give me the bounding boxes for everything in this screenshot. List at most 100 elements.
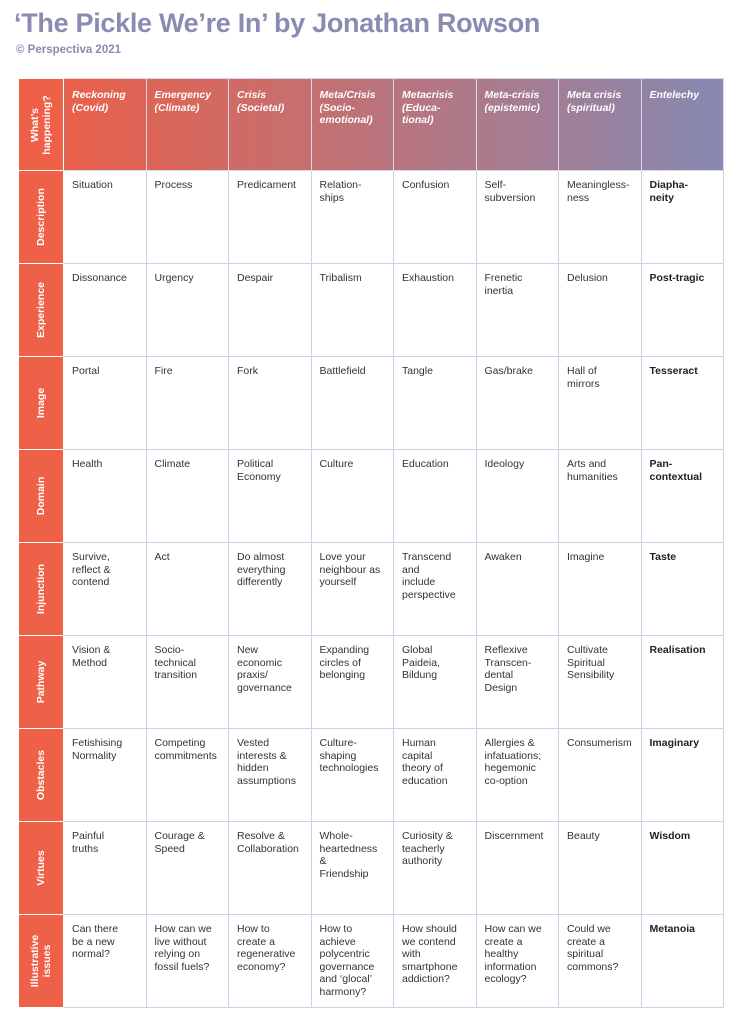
table-cell: How should we contend with smartphone ad… — [393, 914, 477, 1008]
table-cell: Could we create a spiritual commons? — [558, 914, 642, 1008]
table-cell: Love your neighbour as yourself — [310, 542, 394, 636]
table-cell: Fork — [228, 356, 312, 450]
table-cell: Can there be a new normal? — [63, 914, 147, 1008]
table-cell: How to achieve polycentric governance an… — [310, 914, 394, 1008]
table-cell: Tangle — [393, 356, 477, 450]
row-label: Injunction — [18, 542, 64, 636]
table-cell: Fetishising Normality — [63, 728, 147, 822]
table-row: Domain Health Climate Political Economy Cult… — [18, 449, 724, 543]
table-cell: New economic praxis/ governance — [228, 635, 312, 729]
table-cell: How can we live without relying on fossi… — [145, 914, 229, 1008]
row-label-text: Obstacles — [35, 749, 47, 801]
table-cell: Exhaustion — [393, 263, 477, 357]
column-header: Reckoning (Covid) — [63, 78, 147, 171]
table-cell: Imaginary — [640, 728, 724, 822]
table-cell: Act — [145, 542, 229, 636]
table-cell: Health — [63, 449, 147, 543]
table-cell: Wisdom — [640, 821, 724, 915]
table-cell: Human capital theory of education — [393, 728, 477, 822]
table-row: Pathway Vision & Method Socio- technical t… — [18, 635, 724, 729]
table-cell: Expanding circles of belonging — [310, 635, 394, 729]
table-cell: Process — [145, 170, 229, 264]
table-row: Description Situation Process Predicament Re… — [18, 170, 724, 264]
table-cell: Do almost everything differently — [228, 542, 312, 636]
table-cell: Discernment — [475, 821, 559, 915]
row-label-text: Experience — [35, 281, 47, 339]
table-cell: Tesseract — [640, 356, 724, 450]
table-row: Experience Dissonance Urgency Despair Tribal… — [18, 263, 724, 357]
row-label-text: Virtues — [35, 850, 47, 886]
table-row: Virtues Painful truths Courage & Speed Reso… — [18, 821, 724, 915]
table-cell: Hall of mirrors — [558, 356, 642, 450]
table-row: Injunction Survive, reflect & contend Act D… — [18, 542, 724, 636]
column-header: Entelechy — [640, 78, 724, 171]
table-cell: How to create a regenerative economy? — [228, 914, 312, 1008]
table-cell: Culture- shaping technologies — [310, 728, 394, 822]
table-cell: Culture — [310, 449, 394, 543]
table-cell: Competing commitments — [145, 728, 229, 822]
table-cell: Tribalism — [310, 263, 394, 357]
column-header: Meta-crisis (epistemic) — [475, 78, 559, 171]
corner-label-text: What’s happening? — [29, 94, 53, 155]
header-row: What’s happening? Reckoning (Covid) Emerg… — [18, 78, 724, 171]
table-cell: Fire — [145, 356, 229, 450]
table-cell: Metanoia — [640, 914, 724, 1008]
table-cell: Gas/brake — [475, 356, 559, 450]
table-cell: How can we create a healthy information … — [475, 914, 559, 1008]
table-cell: Meaningless- ness — [558, 170, 642, 264]
table-cell: Courage & Speed — [145, 821, 229, 915]
table-row: Obstacles Fetishising Normality Competing … — [18, 728, 724, 822]
table-cell: Awaken — [475, 542, 559, 636]
table-cell: Curiosity & teacherly authority — [393, 821, 477, 915]
table-cell: Painful truths — [63, 821, 147, 915]
row-label-text: Image — [35, 387, 47, 419]
table-cell: Pan- contextual — [640, 449, 724, 543]
table-cell: Relation- ships — [310, 170, 394, 264]
table-cell: Survive, reflect & contend — [63, 542, 147, 636]
table-cell: Reflexive Transcen- dental Design — [475, 635, 559, 729]
table-cell: Imagine — [558, 542, 642, 636]
column-header: Metacrisis (Educa- tional) — [393, 78, 477, 171]
table-cell: Climate — [145, 449, 229, 543]
table-cell: Despair — [228, 263, 312, 357]
row-label-text: Illustrative issues — [29, 934, 53, 988]
table-cell: Vested interests & hidden assumptions — [228, 728, 312, 822]
row-label-text: Domain — [35, 476, 47, 516]
row-label-text: Description — [35, 188, 47, 246]
table-cell: Confusion — [393, 170, 477, 264]
table-cell: Socio- technical transition — [145, 635, 229, 729]
table-cell: Cultivate Spiritual Sensibility — [558, 635, 642, 729]
table-cell: Allergies & infatuations; hegemonic co-o… — [475, 728, 559, 822]
table-cell: Arts and humanities — [558, 449, 642, 543]
table-cell: Ideology — [475, 449, 559, 543]
row-label: Description — [18, 170, 64, 264]
table-cell: Consumerism — [558, 728, 642, 822]
table-cell: Beauty — [558, 821, 642, 915]
table-cell: Battlefield — [310, 356, 394, 450]
row-label: Virtues — [18, 821, 64, 915]
table-cell: Transcend and include perspective — [393, 542, 477, 636]
document-title: ‘The Pickle We’re In’ by Jonathan Rowson — [14, 8, 541, 38]
column-header: Meta crisis (spiritual) — [558, 78, 642, 171]
table-cell: Portal — [63, 356, 147, 450]
table-cell: Resolve & Collaboration — [228, 821, 312, 915]
table-cell: Vision & Method — [63, 635, 147, 729]
row-label-text: Injunction — [35, 563, 47, 615]
table-cell: Post-tragic — [640, 263, 724, 357]
copyright: © Perspectiva 2021 — [16, 44, 122, 56]
table-row: Image Portal Fire Fork Battlefield Tangle Gas/… — [18, 356, 724, 450]
row-label: Experience — [18, 263, 64, 357]
table-cell: Whole- heartedness & Friendship — [310, 821, 394, 915]
table-cell: Delusion — [558, 263, 642, 357]
table-cell: Diapha- neity — [640, 170, 724, 264]
table-cell: Global Paideia, Bildung — [393, 635, 477, 729]
table-row: Illustrative issues Can there be a new no… — [18, 914, 724, 1008]
table-cell: Frenetic inertia — [475, 263, 559, 357]
table-cell: Realisation — [640, 635, 724, 729]
row-label: Domain — [18, 449, 64, 543]
table-cell: Predicament — [228, 170, 312, 264]
table-cell: Urgency — [145, 263, 229, 357]
table-cell: Education — [393, 449, 477, 543]
table-cell: Political Economy — [228, 449, 312, 543]
column-header: Crisis (Societal) — [228, 78, 312, 171]
